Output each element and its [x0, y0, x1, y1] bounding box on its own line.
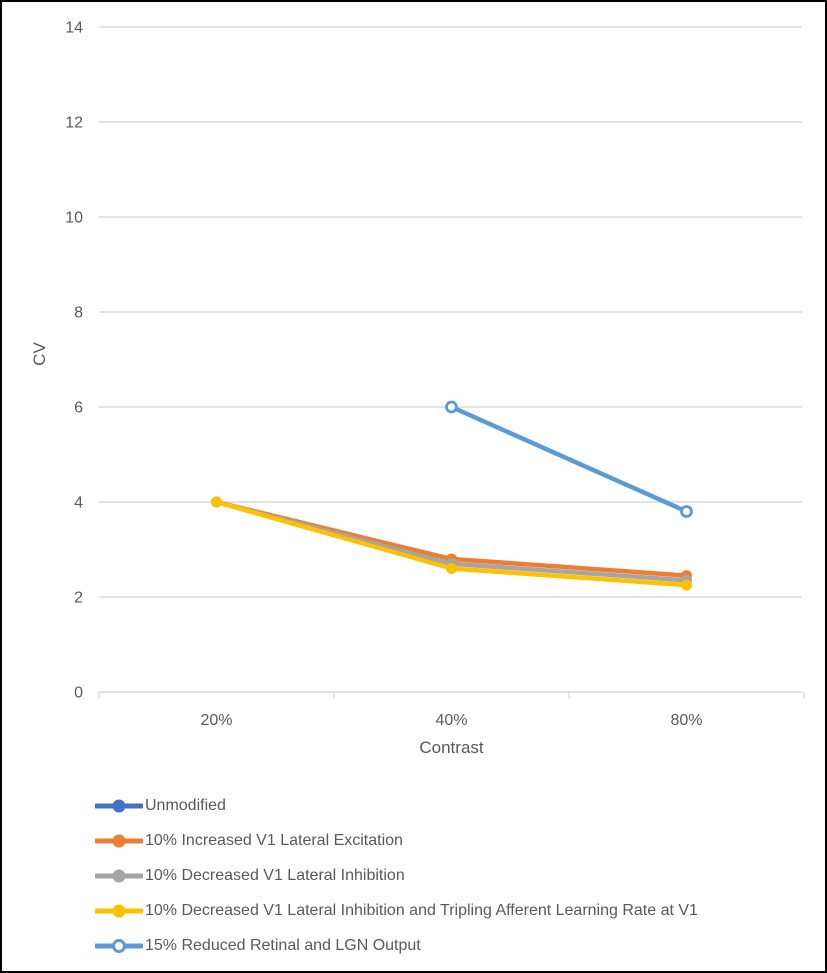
data-point-marker	[680, 505, 693, 518]
line-chart-plot: 0 2 4 6 8 10 12 14 20% 40% 80%	[65, 20, 805, 729]
y-tick-label: 6	[74, 400, 83, 417]
legend-item: Unmodified	[95, 788, 698, 823]
y-tick-label: 2	[74, 590, 83, 607]
legend-key-icon	[95, 938, 143, 953]
data-point-marker	[445, 400, 458, 414]
legend-item-label: 10% Decreased V1 Lateral Inhibition and …	[145, 901, 698, 919]
legend-item: 10% Decreased V1 Lateral Inhibition	[95, 858, 698, 893]
series-line	[449, 404, 689, 514]
y-tick-label: 0	[74, 685, 83, 702]
legend-key-icon	[95, 799, 143, 812]
legend-key-icon	[95, 904, 143, 917]
legend-key-icon	[95, 834, 143, 847]
y-axis-title: CV	[30, 342, 49, 366]
x-tick-label: 40%	[435, 712, 467, 729]
data-point-marker	[211, 496, 222, 508]
x-tick-label: 20%	[200, 712, 232, 729]
y-tick-label: 4	[74, 495, 83, 512]
y-tick-label: 8	[74, 305, 83, 322]
y-tick-label: 12	[65, 115, 83, 132]
data-point-marker	[681, 579, 692, 591]
legend-item: 10% Decreased V1 Lateral Inhibition and …	[95, 893, 698, 928]
legend-item-label: 15% Reduced Retinal and LGN Output	[145, 936, 421, 954]
legend-key-icon	[95, 869, 143, 882]
x-axis-title: Contrast	[419, 738, 484, 757]
y-tick-label: 14	[65, 20, 83, 37]
y-tick-label: 10	[65, 210, 83, 227]
x-tick-label: 80%	[670, 712, 702, 729]
legend-item-label: Unmodified	[145, 796, 226, 814]
legend-item-label: 10% Increased V1 Lateral Excitation	[145, 831, 403, 849]
legend-item: 10% Increased V1 Lateral Excitation	[95, 823, 698, 858]
chart-legend: Unmodified 10% Increased V1 Lateral Excit…	[95, 788, 698, 963]
legend-item-label: 10% Decreased V1 Lateral Inhibition	[145, 866, 405, 884]
data-point-marker	[446, 563, 457, 574]
legend-item: 15% Reduced Retinal and LGN Output	[95, 928, 698, 963]
